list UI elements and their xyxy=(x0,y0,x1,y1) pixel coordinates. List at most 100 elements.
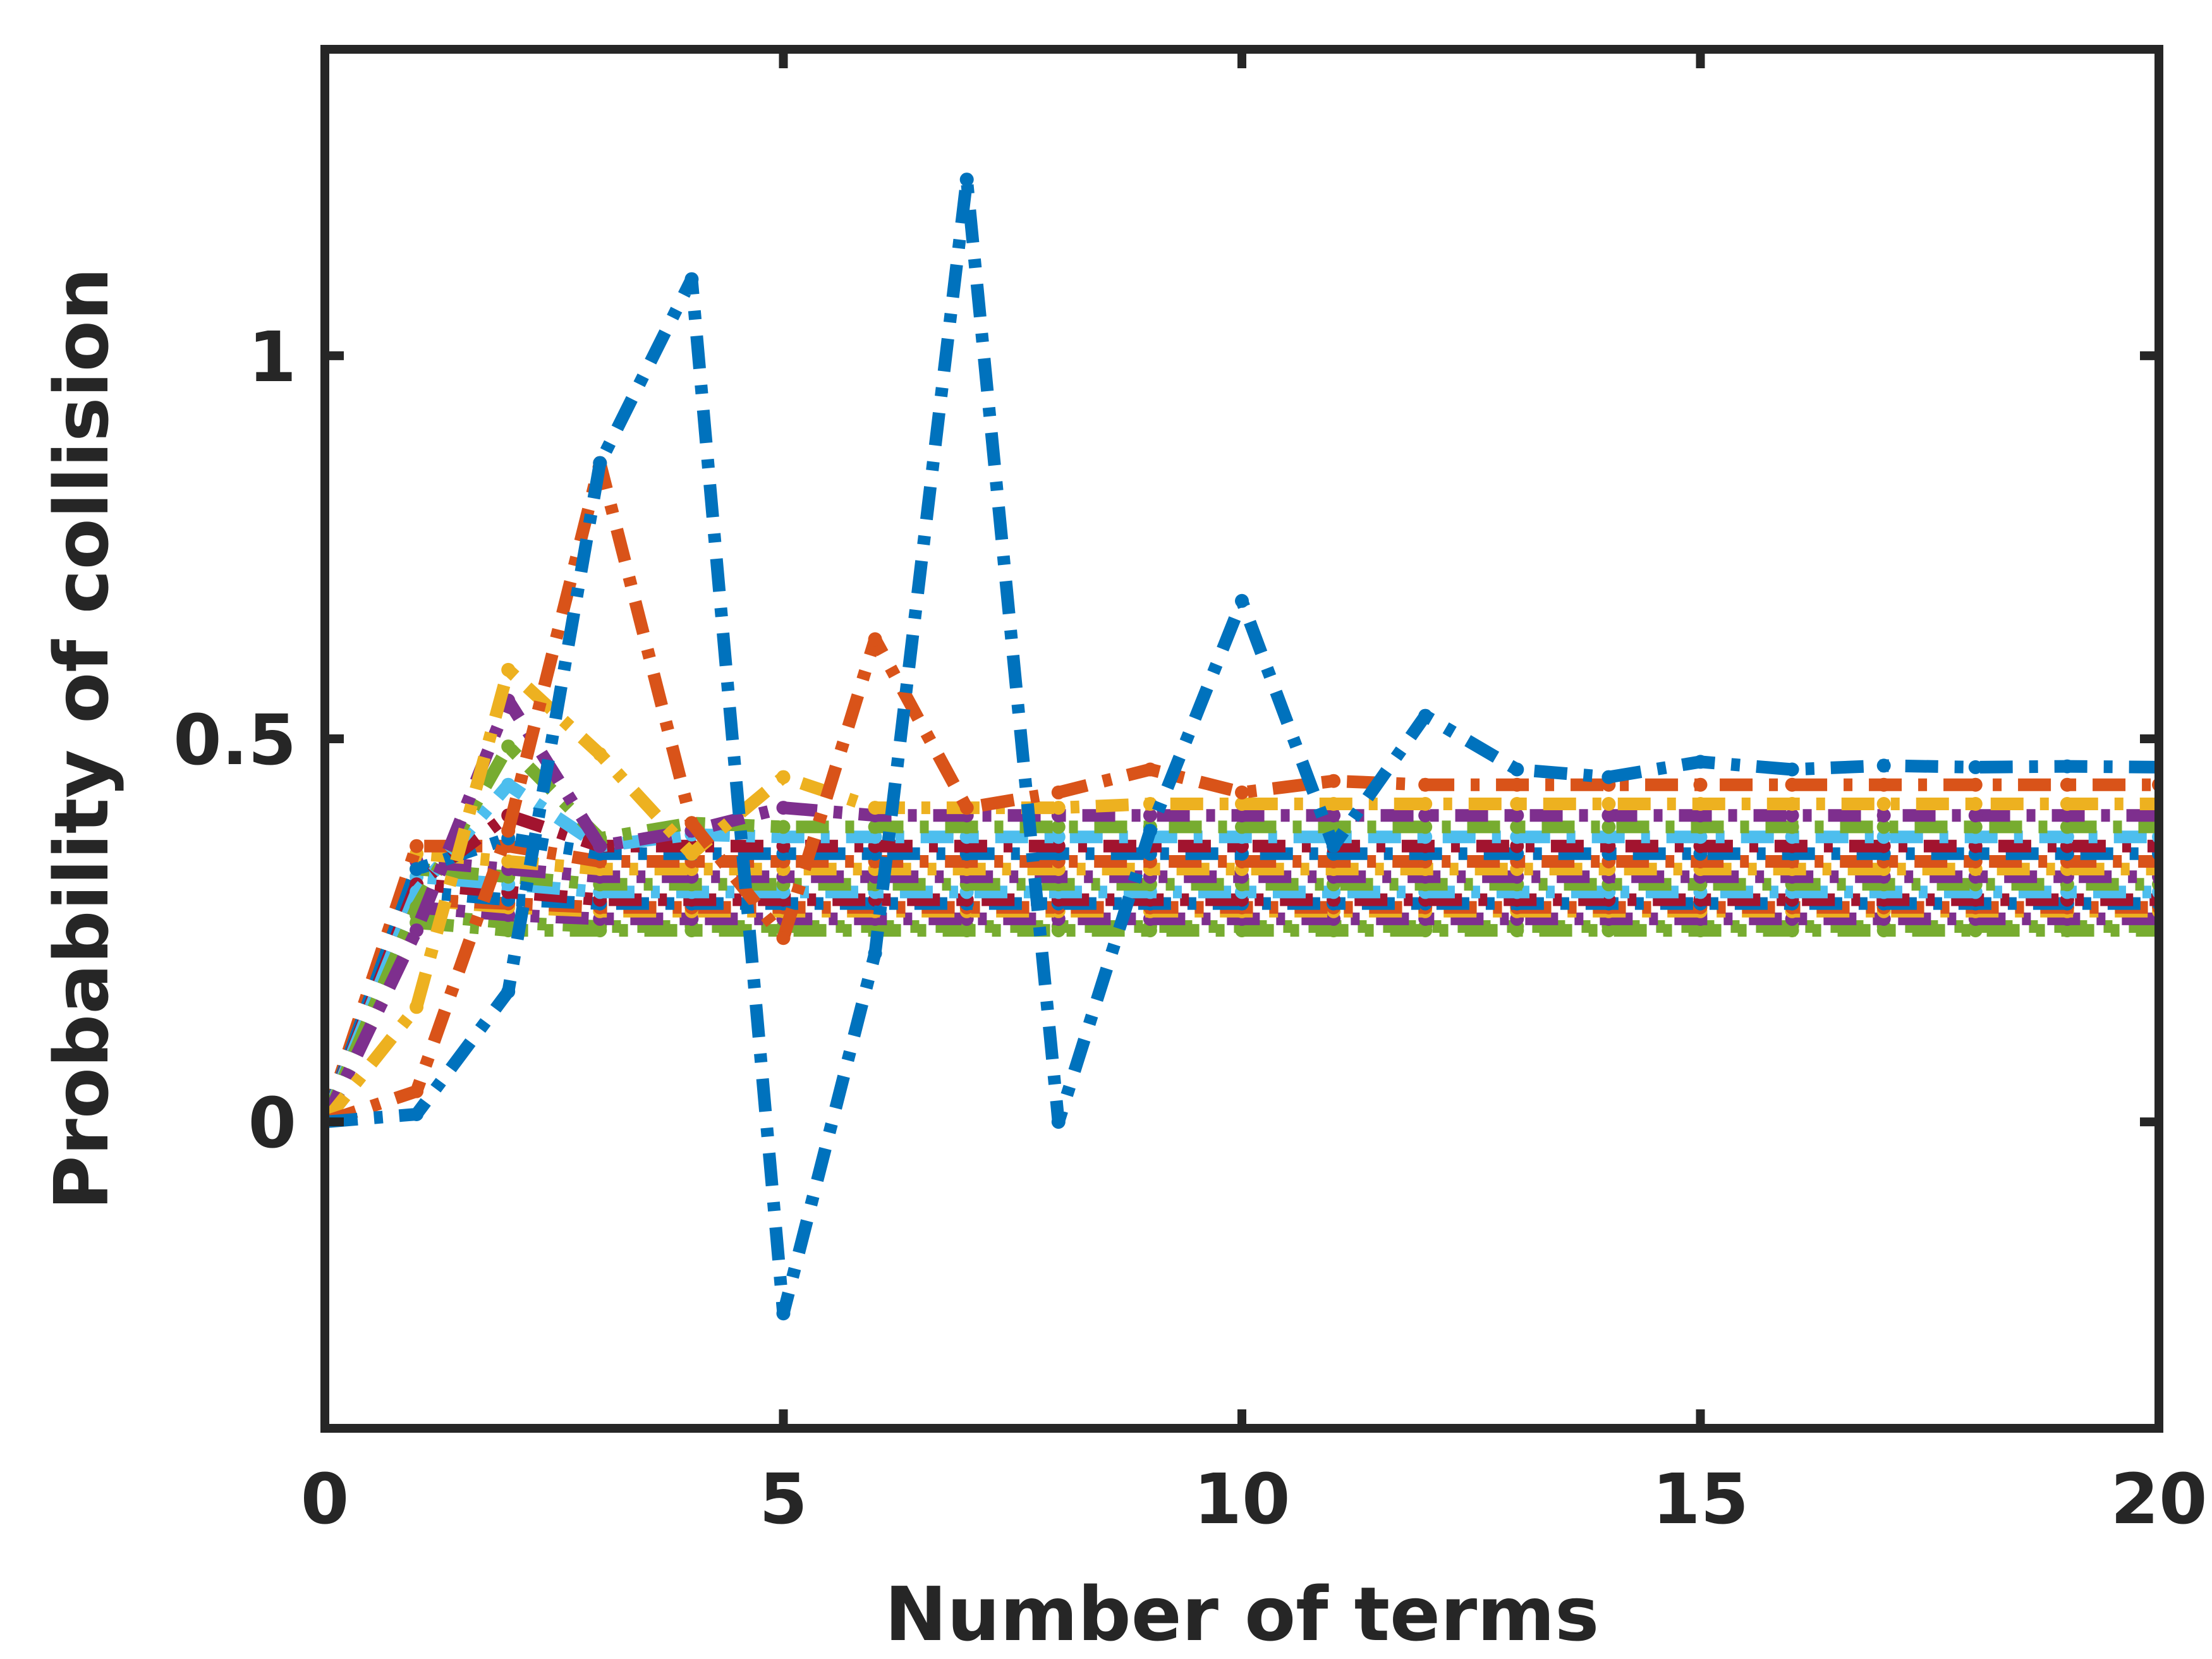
series-line xyxy=(325,663,2159,1126)
data-point xyxy=(1968,777,1983,792)
data-point xyxy=(1510,762,1524,777)
data-point xyxy=(868,820,882,834)
data-point xyxy=(959,173,974,187)
x-tick-label: 15 xyxy=(1652,1459,1749,1540)
data-point xyxy=(684,846,699,861)
data-point xyxy=(1968,797,1983,811)
data-point xyxy=(1785,808,1799,823)
data-point xyxy=(410,923,424,938)
data-point xyxy=(1510,808,1524,823)
data-point xyxy=(2060,830,2074,844)
data-point xyxy=(1601,797,1616,811)
data-point xyxy=(776,931,791,945)
series-line xyxy=(325,456,2159,1128)
data-point xyxy=(1693,755,1708,769)
data-point xyxy=(1235,808,1249,823)
x-tick-label: 5 xyxy=(759,1459,808,1540)
x-tick-label: 0 xyxy=(301,1459,349,1540)
series-line xyxy=(325,870,2159,1124)
data-point xyxy=(1785,762,1799,777)
data-point xyxy=(593,456,607,470)
data-point xyxy=(1785,830,1799,844)
y-tick-label: 0 xyxy=(248,1083,296,1164)
data-point xyxy=(684,816,699,830)
data-point xyxy=(1051,801,1066,815)
data-point xyxy=(1143,823,1157,838)
series-2 xyxy=(325,456,2159,1129)
data-point xyxy=(1693,797,1708,811)
data-point xyxy=(1418,708,1433,723)
data-point xyxy=(868,830,882,844)
data-point xyxy=(2060,777,2074,792)
data-point xyxy=(1051,785,1066,799)
data-point xyxy=(1693,830,1708,844)
data-point xyxy=(1327,808,1341,823)
series-4 xyxy=(325,693,2159,1129)
data-point xyxy=(1510,830,1524,844)
series-3 xyxy=(325,662,2159,1129)
x-tick-label: 10 xyxy=(1193,1459,1290,1540)
data-point xyxy=(1510,797,1524,811)
data-point xyxy=(2060,797,2074,811)
data-point xyxy=(1601,770,1616,784)
data-point xyxy=(593,839,607,853)
data-point xyxy=(1418,808,1433,823)
y-tick-label: 0.5 xyxy=(173,700,296,781)
data-point xyxy=(1693,808,1708,823)
data-point xyxy=(1601,808,1616,823)
data-point xyxy=(1143,808,1157,823)
data-point xyxy=(959,820,974,834)
data-point xyxy=(410,1000,424,1014)
data-point xyxy=(1235,593,1249,608)
data-point xyxy=(410,862,424,877)
y-tick-label: 1 xyxy=(248,317,296,398)
series-line xyxy=(325,847,2159,1124)
data-point xyxy=(1051,820,1066,834)
data-point xyxy=(1510,820,1524,834)
data-point xyxy=(501,662,516,677)
data-point xyxy=(1143,762,1157,777)
data-point xyxy=(684,272,699,286)
data-point xyxy=(868,946,882,961)
data-point xyxy=(1785,797,1799,811)
x-axis-title: Number of terms xyxy=(885,1571,1600,1658)
data-point xyxy=(1418,777,1433,792)
data-point xyxy=(868,632,882,647)
data-point xyxy=(1235,797,1249,811)
data-point xyxy=(776,770,791,784)
series-1 xyxy=(325,173,2159,1321)
y-axis-title: Probability of collision xyxy=(38,267,125,1210)
data-point xyxy=(1235,785,1249,799)
data-point xyxy=(776,801,791,815)
data-point xyxy=(1876,758,1891,773)
data-point xyxy=(2060,808,2074,823)
data-point xyxy=(1693,777,1708,792)
data-point xyxy=(959,830,974,844)
data-point xyxy=(1876,830,1891,844)
data-point xyxy=(1235,820,1249,834)
data-point xyxy=(1327,774,1341,788)
data-point xyxy=(501,985,516,999)
data-point xyxy=(959,801,974,815)
data-point xyxy=(1418,797,1433,811)
plot-frame xyxy=(320,45,2163,1433)
data-point xyxy=(1327,797,1341,811)
x-tick-label: 20 xyxy=(2110,1459,2207,1540)
data-point xyxy=(410,1084,424,1098)
data-point xyxy=(501,777,516,792)
data-point xyxy=(1327,839,1341,853)
data-point xyxy=(776,830,791,844)
data-point xyxy=(1601,830,1616,844)
data-point xyxy=(1876,808,1891,823)
data-point xyxy=(1418,830,1433,844)
data-point xyxy=(1968,830,1983,844)
plot-background xyxy=(325,49,2159,1428)
data-point xyxy=(1968,760,1983,774)
data-point xyxy=(1785,777,1799,792)
data-point xyxy=(2060,820,2074,834)
ticks-layer: 0 5 10 15 20 0 0.5 1 xyxy=(173,49,2208,1540)
data-point xyxy=(501,854,516,868)
data-point xyxy=(410,1107,424,1121)
data-point xyxy=(501,739,516,754)
